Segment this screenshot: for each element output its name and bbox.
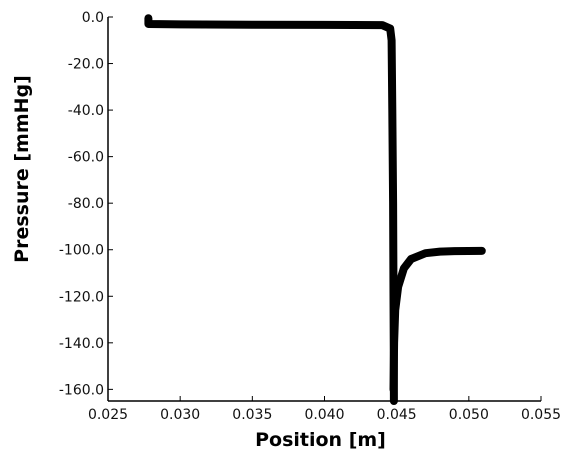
series-line-1 <box>144 14 398 405</box>
x-tick-label: 0.045 <box>377 407 417 423</box>
x-axis-title: Position [m] <box>255 429 386 451</box>
x-tick-label: 0.025 <box>88 407 128 423</box>
y-tick-label: -40.0 <box>68 103 104 119</box>
y-tick-label: -120.0 <box>59 289 104 305</box>
y-tick-label: 0.0 <box>82 10 104 26</box>
x-tick-label: 0.040 <box>304 407 344 423</box>
y-tick-label: -100.0 <box>59 243 104 259</box>
x-tick-label: 0.050 <box>449 407 489 423</box>
y-tick-label: -20.0 <box>68 57 104 73</box>
y-axis-title: Pressure [mmHg] <box>11 75 33 263</box>
x-tick-label: 0.055 <box>521 407 561 423</box>
y-tick-label: -80.0 <box>68 196 104 212</box>
y-tick-label: -140.0 <box>59 336 104 352</box>
y-tick-label: -160.0 <box>59 382 104 398</box>
series-line-2 <box>389 246 486 394</box>
y-axis-title-group: Pressure [mmHg] <box>11 75 33 263</box>
y-tick-label: -60.0 <box>68 150 104 166</box>
x-tick-label: 0.030 <box>160 407 200 423</box>
x-tick-label: 0.035 <box>232 407 272 423</box>
